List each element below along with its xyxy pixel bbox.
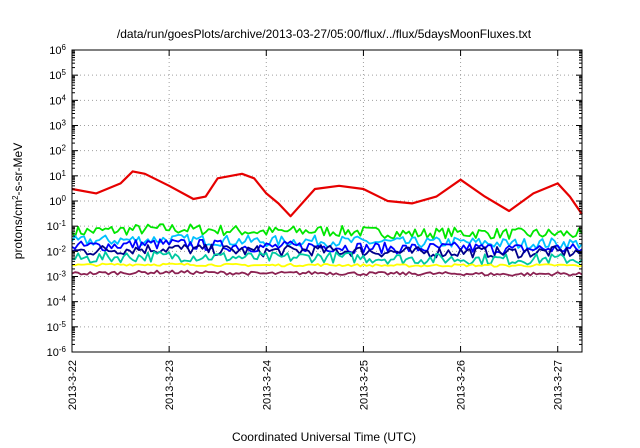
y-axis-label: protons/cm2-s-sr-MeV <box>11 143 26 259</box>
y-tick-label-base: 10 <box>49 171 61 183</box>
y-tick-label-exp: -4 <box>59 294 67 303</box>
series-line-6 <box>71 250 583 266</box>
y-tick-label: 102 <box>49 143 66 158</box>
y-tick-label-exp: -3 <box>59 269 67 278</box>
series-line-4 <box>71 238 583 256</box>
y-tick-label-base: 10 <box>49 45 61 57</box>
y-tick-label-base: 10 <box>49 121 61 133</box>
y-tick-label: 103 <box>49 118 66 133</box>
y-tick-label-exp: -1 <box>59 219 67 228</box>
y-tick-label: 105 <box>49 68 66 83</box>
y-tick-label-exp: 6 <box>62 43 67 52</box>
x-tick-label: 2013-3-23 <box>164 360 176 410</box>
y-tick-label-exp: 3 <box>62 118 67 127</box>
y-tick-label-base: 10 <box>47 272 59 284</box>
series-group <box>71 170 583 277</box>
series-line-1 <box>71 170 583 218</box>
y-tick-label-exp: -5 <box>59 319 67 328</box>
y-tick-label-exp: -6 <box>59 345 67 354</box>
y-tick-label-base: 10 <box>47 297 59 309</box>
y-tick-label-base: 10 <box>49 146 61 158</box>
x-axis-label: Coordinated Universal Time (UTC) <box>232 430 416 444</box>
y-tick-label-base: 10 <box>47 221 59 233</box>
y-tick-label-base: 10 <box>47 322 59 334</box>
x-tick-label: 2013-3-26 <box>456 360 468 410</box>
y-tick-label: 10-3 <box>47 269 67 284</box>
y-axis-label-post: -s-sr-MeV <box>11 143 25 196</box>
y-tick-label-base: 10 <box>47 246 59 258</box>
x-tick-label: 2013-3-22 <box>67 360 79 410</box>
y-tick-label: 101 <box>49 168 66 183</box>
y-axis-label-sup: 2 <box>11 195 20 200</box>
x-tick-label: 2013-3-27 <box>553 360 565 410</box>
y-tick-label: 10-6 <box>47 345 67 360</box>
x-tick-label: 2013-3-24 <box>261 360 273 410</box>
y-tick-label-exp: 2 <box>62 143 67 152</box>
series-line-3 <box>71 233 583 250</box>
y-tick-label: 10-5 <box>47 319 67 334</box>
y-axis-ticks: 10-610-510-410-310-210-11001011021031041… <box>47 43 582 360</box>
y-tick-label: 104 <box>49 93 66 108</box>
y-axis-label-pre: protons/cm <box>11 200 25 259</box>
y-tick-label-exp: -2 <box>59 244 67 253</box>
y-tick-label-exp: 5 <box>62 68 67 77</box>
y-tick-label: 106 <box>49 43 66 58</box>
x-tick-label: 2013-3-25 <box>358 360 370 410</box>
y-tick-label-exp: 1 <box>62 168 67 177</box>
x-axis-ticks: 2013-3-22 2013-3-23 2013-3-24 2013-3-25 2013… <box>67 50 565 410</box>
y-tick-label: 10-1 <box>47 219 67 234</box>
series-line-2 <box>71 223 583 240</box>
series-line-8 <box>71 269 583 277</box>
series-line-7 <box>71 262 583 268</box>
y-tick-label-exp: 0 <box>62 194 67 203</box>
y-tick-label: 10-4 <box>47 294 67 309</box>
chart-title: /data/run/goesPlots/archive/2013-03-27/0… <box>117 27 532 41</box>
y-tick-label-base: 10 <box>49 70 61 82</box>
y-tick-label: 10-2 <box>47 244 67 258</box>
y-tick-label-base: 10 <box>47 347 59 359</box>
y-tick-label-base: 10 <box>49 95 61 107</box>
y-tick-label-base: 10 <box>49 196 61 208</box>
y-tick-label-exp: 4 <box>62 93 67 102</box>
y-tick-label: 100 <box>49 194 66 209</box>
